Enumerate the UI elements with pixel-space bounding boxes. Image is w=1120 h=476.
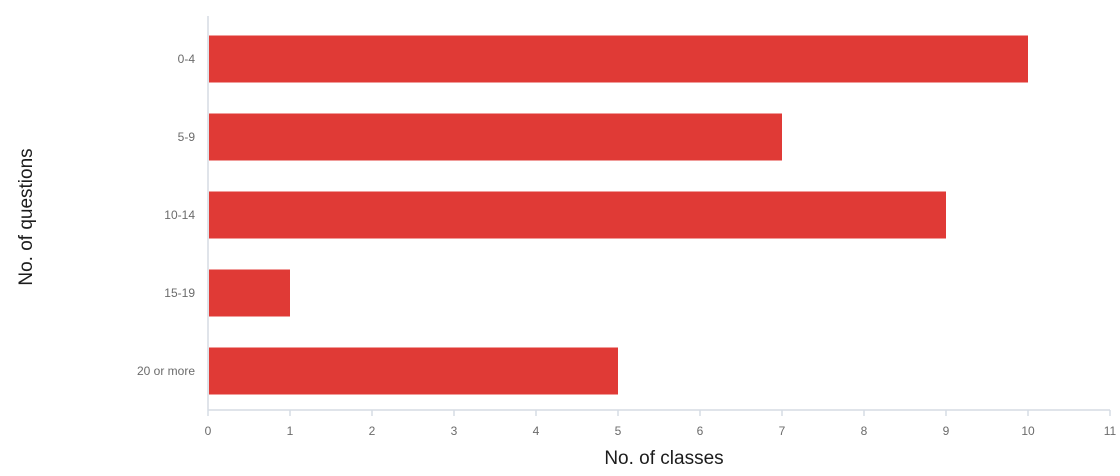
x-tick-label-3: 3 [451, 424, 458, 438]
x-tick-label-2: 2 [369, 424, 376, 438]
x-tick-label-5: 5 [615, 424, 622, 438]
x-tick-label-0: 0 [205, 424, 212, 438]
y-tick-label-4: 20 or more [137, 364, 195, 378]
x-tick-label-7: 7 [779, 424, 786, 438]
bar-3 [209, 269, 290, 317]
x-tick-label-4: 4 [533, 424, 540, 438]
x-tick-label-8: 8 [861, 424, 868, 438]
bar-1 [209, 113, 782, 161]
x-tick-label-11: 11 [1104, 424, 1117, 438]
axes-layer [207, 16, 1111, 416]
x-tick-label-10: 10 [1021, 424, 1035, 438]
x-tick-label-6: 6 [697, 424, 704, 438]
x-axis-title: No. of classes [604, 448, 723, 469]
x-tick-label-1: 1 [287, 424, 294, 438]
y-tick-label-0: 0-4 [178, 52, 196, 66]
bar-0 [209, 35, 1028, 83]
y-tick-label-3: 15-19 [164, 286, 195, 300]
bar-4 [209, 347, 618, 395]
y-tick-label-2: 10-14 [164, 208, 195, 222]
bar-2 [209, 191, 946, 239]
x-tick-label-9: 9 [943, 424, 950, 438]
labels-layer: 0-4 5-9 10-14 15-19 20 or more 0 1 2 3 4 5 6 7 8 9 10 11 [137, 52, 1117, 438]
bars-layer [209, 35, 1028, 395]
y-axis-title: No. of questions [16, 148, 37, 285]
y-tick-label-1: 5-9 [178, 130, 196, 144]
